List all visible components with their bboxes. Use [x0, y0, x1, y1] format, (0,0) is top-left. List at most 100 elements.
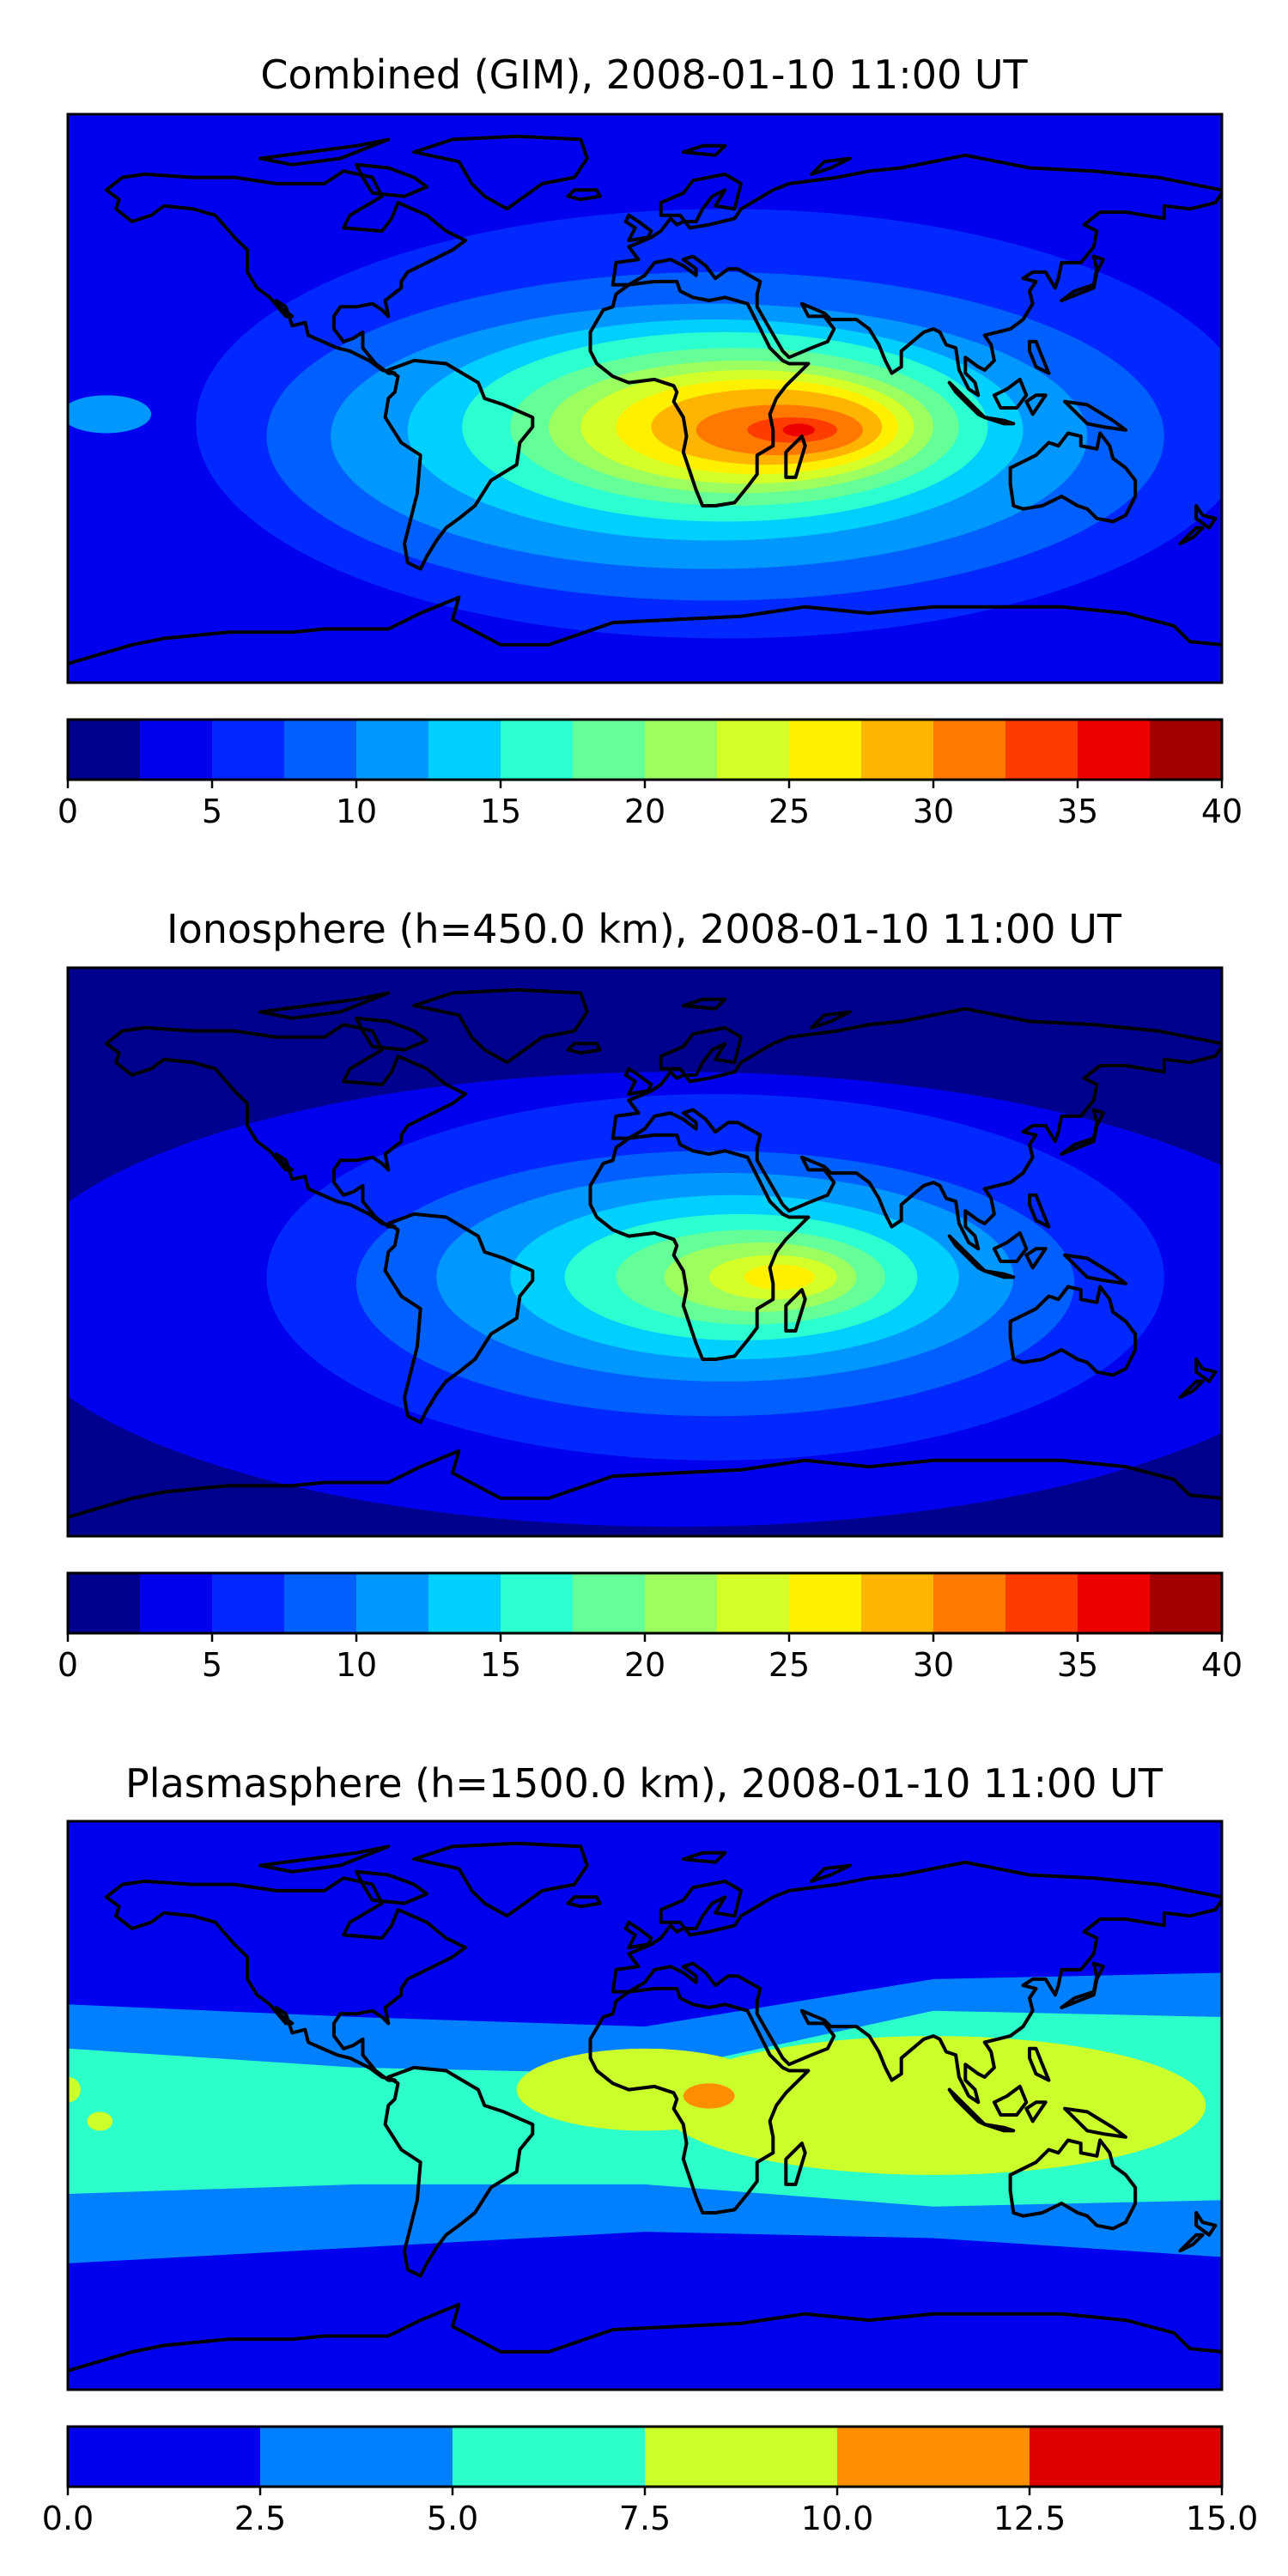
coastline [1178, 2233, 1205, 2253]
colorbar-swatch [717, 720, 790, 780]
colorbar-swatch [501, 1573, 574, 1633]
colorbar-swatch [933, 1573, 1006, 1633]
tec-contour-level-4 [683, 2083, 735, 2109]
colorbar-swatch [837, 2427, 1030, 2487]
coastline [566, 1895, 602, 1909]
coastline [1063, 2106, 1127, 2139]
coastline [1024, 2100, 1048, 2123]
colorbar-tick-label: 30 [913, 793, 954, 830]
coastline [258, 137, 391, 167]
colorbar-tick-label: 2.5 [234, 2500, 286, 2537]
colorbar-tick-label: 5.0 [427, 2500, 478, 2537]
colorbar-ionosphere: 0 5 10 15 20 25 30 35 40 [58, 1571, 1242, 1684]
colorbar-tick-label: 7.5 [619, 2500, 671, 2537]
colorbar-swatch [140, 1573, 213, 1633]
coastline [1194, 1358, 1218, 1383]
colorbar-swatch [428, 1573, 501, 1633]
coastline [623, 1920, 653, 1950]
coastline [1024, 1247, 1048, 1270]
colorbar-tick-label: 0 [58, 793, 78, 830]
coastline [412, 134, 589, 211]
coastline [68, 1449, 1222, 1519]
colorbar-swatch [212, 1573, 285, 1633]
coastline [383, 2065, 535, 2278]
colorbar-swatch [789, 1573, 862, 1633]
colorbar-swatch [428, 720, 501, 780]
coastline [355, 162, 429, 198]
colorbar-swatch [356, 720, 429, 780]
coastline [68, 2302, 1222, 2372]
coastline [681, 1850, 727, 1864]
coastline [611, 1006, 1222, 1140]
coastline [784, 1288, 807, 1333]
coastline [1060, 1108, 1105, 1156]
coastline [1063, 399, 1127, 432]
colorbar-tick-label: 10 [336, 793, 377, 830]
coastline [104, 1023, 467, 1229]
map-frame [66, 1820, 1224, 2391]
colorbar-tick-label: 12.5 [993, 2500, 1066, 2537]
colorbar-combined: 0 5 10 15 20 25 30 35 40 [58, 718, 1242, 830]
colorbar-swatch [573, 1573, 646, 1633]
tec-contour-level-14 [782, 423, 815, 437]
coastline [104, 169, 467, 375]
coastline [68, 595, 1222, 665]
coastline [355, 1869, 429, 1905]
colorbar-swatch [1078, 720, 1151, 780]
colorbar-swatch [260, 2427, 453, 2487]
coastline [355, 1016, 429, 1052]
coastline [1028, 2046, 1051, 2082]
colorbar-plasmasphere: 0.0 2.5 5.0 7.5 10.0 12.5 15.0 [42, 2425, 1258, 2537]
tec-contour-level-3 [516, 2048, 774, 2131]
tec-map-combined [66, 112, 1224, 684]
colorbar-swatch [356, 1573, 429, 1633]
coastline [1008, 431, 1138, 524]
coastlines [68, 987, 1222, 1519]
coastline [1008, 1285, 1138, 1377]
colorbar-swatch [501, 720, 574, 780]
coastline [947, 380, 987, 420]
coastline [992, 2084, 1029, 2117]
tec-contour-level-10 [744, 1264, 815, 1291]
colorbar-tick-label: 35 [1057, 793, 1098, 830]
colorbar-swatch [284, 1573, 357, 1633]
coastline [611, 1108, 762, 1150]
coastline [1194, 2211, 1218, 2237]
coastline [383, 358, 535, 571]
colorbar-swatch [1030, 2427, 1223, 2487]
coastline [611, 1860, 1222, 1994]
coastline [755, 191, 1222, 398]
colorbar-swatch [140, 720, 213, 780]
chart-title: Combined (GIM), 2008-01-10 11:00 UT [260, 52, 1028, 98]
colorbar-swatch [1078, 1573, 1151, 1633]
colorbar-swatch [645, 2427, 838, 2487]
tec-contour-level-3 [87, 2111, 113, 2131]
coastline [784, 2142, 807, 2186]
colorbar-tick-label: 25 [769, 1646, 810, 1684]
coastline [1194, 504, 1218, 530]
colorbar-swatch [717, 1573, 790, 1633]
coastline [982, 2123, 1016, 2133]
coastline [588, 279, 811, 507]
coastline [566, 188, 602, 202]
coastline [681, 143, 727, 157]
coastline [383, 1212, 535, 1425]
coastline [1060, 1961, 1105, 2009]
coastline [1024, 393, 1048, 416]
map-frame [66, 112, 1224, 684]
colorbar-tick-label: 5 [202, 793, 222, 830]
coastline [258, 991, 391, 1020]
coastline [681, 997, 727, 1011]
coastline [1178, 1379, 1205, 1400]
coastline [1063, 1253, 1127, 1285]
coastline [982, 1269, 1016, 1279]
tec-map-ionosphere [66, 966, 1224, 1538]
coastline [611, 153, 1222, 287]
chart-title: Plasmasphere (h=1500.0 km), 2008-01-10 1… [125, 1760, 1163, 1807]
colorbar-swatch [1150, 720, 1223, 780]
colorbar-tick-label: 5 [202, 1646, 222, 1684]
colorbar-swatch [212, 720, 285, 780]
colorbar-tick-label: 15.0 [1186, 2500, 1259, 2537]
colorbar-tick-label: 30 [913, 1646, 954, 1684]
colorbar-swatch [284, 720, 357, 780]
